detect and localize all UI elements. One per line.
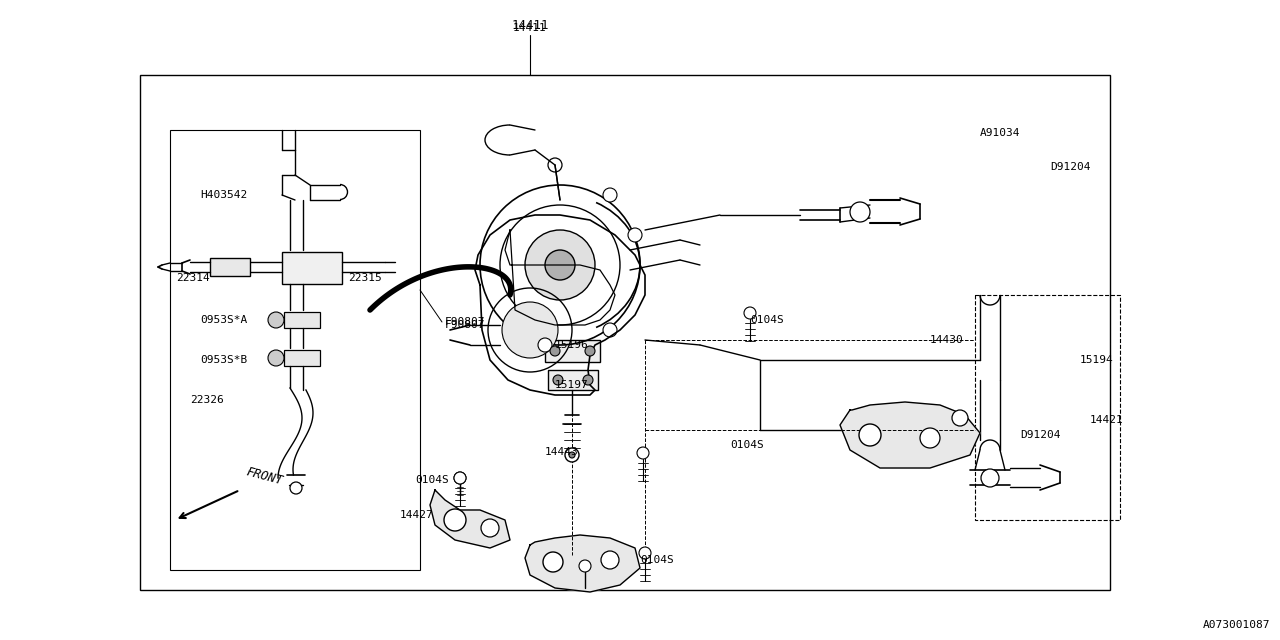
Circle shape	[553, 375, 563, 385]
Polygon shape	[430, 490, 509, 548]
Circle shape	[603, 188, 617, 202]
Text: F90807: F90807	[445, 317, 485, 327]
Circle shape	[543, 552, 563, 572]
Text: 14411: 14411	[513, 23, 547, 33]
Bar	[284, 312, 320, 328]
Text: 14430: 14430	[931, 335, 964, 345]
Bar	[282, 252, 342, 284]
Circle shape	[291, 482, 302, 494]
Text: 15194: 15194	[1080, 355, 1114, 365]
Polygon shape	[840, 402, 980, 468]
Text: 22326: 22326	[189, 395, 224, 405]
Circle shape	[859, 424, 881, 446]
Circle shape	[444, 509, 466, 531]
Circle shape	[454, 472, 466, 484]
Text: A91034: A91034	[980, 128, 1020, 138]
Circle shape	[545, 250, 575, 280]
Bar	[140, 75, 1110, 590]
Text: 14411: 14411	[511, 19, 549, 31]
Circle shape	[744, 307, 756, 319]
Circle shape	[639, 547, 652, 559]
Text: 0953S*B: 0953S*B	[200, 355, 247, 365]
Circle shape	[582, 375, 593, 385]
Circle shape	[637, 447, 649, 459]
Circle shape	[538, 338, 552, 352]
Text: 15196: 15196	[556, 340, 589, 350]
Text: 22315: 22315	[348, 273, 381, 283]
Circle shape	[980, 469, 998, 487]
Circle shape	[570, 452, 575, 458]
Circle shape	[502, 302, 558, 358]
Circle shape	[952, 410, 968, 426]
Text: 0104S: 0104S	[640, 555, 673, 565]
Text: 14443: 14443	[545, 447, 579, 457]
Bar	[284, 350, 320, 366]
Text: 14421: 14421	[1091, 415, 1124, 425]
Circle shape	[268, 312, 284, 328]
Text: 0104S: 0104S	[750, 315, 783, 325]
Circle shape	[481, 519, 499, 537]
Text: D91204: D91204	[1050, 162, 1091, 172]
Text: 0104S: 0104S	[415, 475, 449, 485]
Circle shape	[850, 202, 870, 222]
Bar	[170, 130, 420, 570]
Text: 15197: 15197	[556, 380, 589, 390]
Text: 0104S: 0104S	[730, 440, 764, 450]
Circle shape	[920, 428, 940, 448]
Text: A073001087: A073001087	[1202, 620, 1270, 630]
Text: 22314: 22314	[177, 273, 210, 283]
Text: D91204: D91204	[1020, 430, 1061, 440]
Text: 0953S*A: 0953S*A	[200, 315, 247, 325]
Text: FRONT: FRONT	[244, 466, 284, 488]
Circle shape	[564, 448, 579, 462]
Circle shape	[268, 350, 284, 366]
Circle shape	[603, 323, 617, 337]
Text: F90807: F90807	[445, 320, 485, 330]
Circle shape	[579, 560, 591, 572]
Circle shape	[585, 346, 595, 356]
Text: 14427: 14427	[401, 510, 434, 520]
Bar	[210, 258, 250, 276]
Circle shape	[454, 472, 466, 484]
Circle shape	[602, 551, 620, 569]
Circle shape	[550, 346, 561, 356]
Circle shape	[525, 230, 595, 300]
Polygon shape	[525, 535, 640, 592]
Bar	[975, 295, 1120, 520]
Bar	[545, 340, 600, 362]
Text: H403542: H403542	[200, 190, 247, 200]
Circle shape	[628, 228, 643, 242]
Bar	[548, 370, 598, 390]
